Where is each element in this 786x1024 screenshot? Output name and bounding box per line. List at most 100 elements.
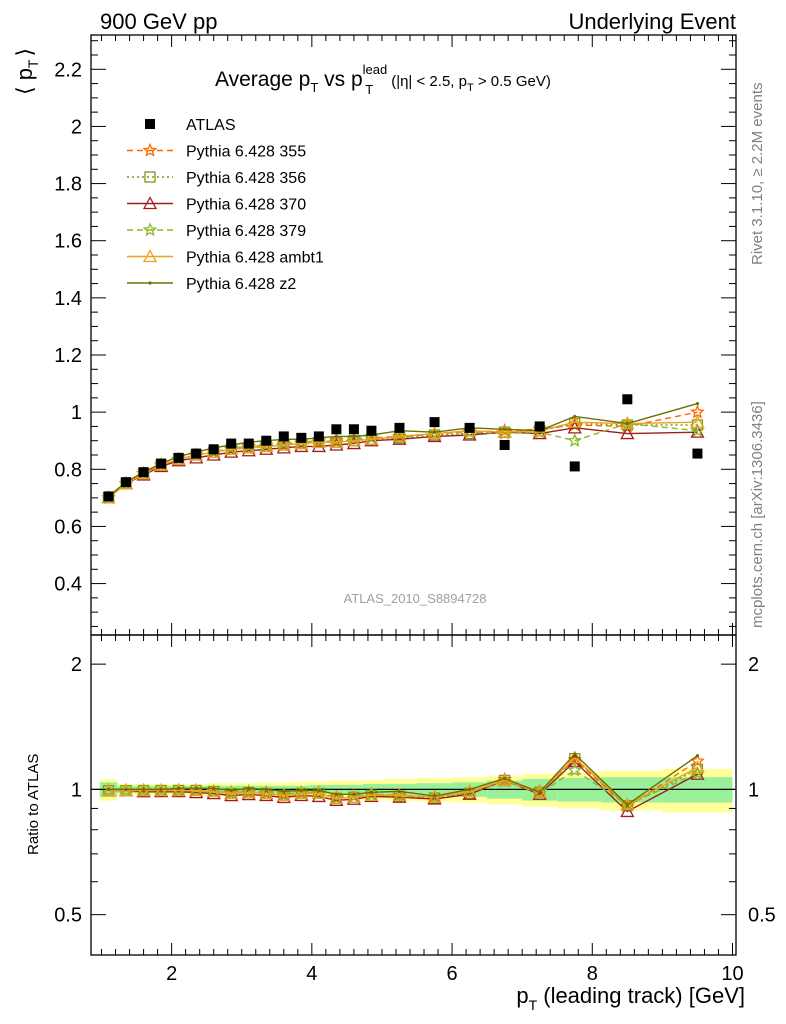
y-tick-label: 1.8 bbox=[54, 174, 82, 196]
ratio-point-pythia-6-428-z2 bbox=[334, 792, 338, 796]
legend-marker-atlas bbox=[145, 119, 155, 129]
atlas-point bbox=[138, 467, 149, 478]
x-tick-label: 4 bbox=[306, 963, 317, 985]
mcplots-label: mcplots.cern.ch [arXiv:1306.3436] bbox=[749, 401, 766, 628]
atlas-points bbox=[103, 394, 703, 502]
ratio-point-pythia-6-428-355 bbox=[392, 787, 407, 802]
legend-marker-pythia-6-428-356 bbox=[144, 171, 156, 183]
series-point-pythia-6-428-z2 bbox=[625, 421, 629, 426]
series-point-pythia-6-428-z2 bbox=[695, 401, 700, 406]
x-tick-label: 2 bbox=[166, 963, 177, 985]
atlas-point bbox=[622, 394, 633, 405]
ratio-point-pythia-6-428-355 bbox=[497, 771, 512, 786]
series-point-pythia-6-428-379 bbox=[690, 423, 705, 437]
legend-marker-pythia-6-428-355 bbox=[142, 142, 158, 157]
ratio-point-pythia-6-428-z2 bbox=[159, 787, 163, 792]
legend-marker-pythia-6-428-ambt1 bbox=[142, 249, 158, 263]
ratio-y-axis-label: Ratio to ATLAS bbox=[25, 754, 42, 855]
ratio-point-pythia-6-428-z2 bbox=[467, 787, 472, 792]
ratio-point-pythia-6-428-z2 bbox=[229, 788, 233, 793]
series-point-pythia-6-428-z2 bbox=[352, 434, 356, 439]
ratio-point-pythia-6-428-ambt1 bbox=[620, 797, 635, 811]
atlas-point bbox=[464, 422, 475, 433]
x-tick-label: 8 bbox=[587, 963, 598, 985]
ratio-point-pythia-6-428-z2 bbox=[432, 794, 437, 798]
series-point-pythia-6-428-379 bbox=[346, 431, 362, 446]
y-tick-label: 1.4 bbox=[54, 288, 82, 310]
title-lead-sub: T bbox=[365, 82, 373, 97]
y-axis-label-right: ⟩ bbox=[12, 48, 37, 57]
ratio-y-tick-label-right: 2 bbox=[748, 654, 759, 676]
title-cuts-b: > 0.5 GeV) bbox=[474, 73, 551, 90]
series-point-pythia-6-428-ambt1 bbox=[690, 414, 705, 428]
ratio-point-pythia-6-428-z2 bbox=[177, 786, 181, 790]
series-point-pythia-6-428-ambt1 bbox=[311, 434, 326, 448]
ratio-point-pythia-6-428-z2 bbox=[352, 792, 356, 796]
series-point-pythia-6-428-ambt1 bbox=[294, 436, 309, 450]
ratio-point-pythia-6-428-z2 bbox=[397, 789, 402, 793]
series-point-pythia-6-428-ambt1 bbox=[346, 433, 362, 447]
ratio-y-tick-label-right: 1 bbox=[748, 779, 759, 801]
ratio-point-pythia-6-428-ambt1 bbox=[427, 789, 442, 803]
series-point-pythia-6-428-ambt1 bbox=[497, 424, 512, 438]
ratio-point-pythia-6-428-379 bbox=[276, 786, 292, 801]
title-cuts-a: (|η| < 2.5, p bbox=[391, 73, 467, 90]
ratio-point-pythia-6-428-z2 bbox=[282, 789, 286, 793]
series-point-pythia-6-428-z2 bbox=[503, 427, 507, 431]
y-tick-label: 1.2 bbox=[54, 345, 82, 367]
ratio-point-pythia-6-428-z2 bbox=[573, 752, 577, 756]
ratio-y-tick-label-right: 0.5 bbox=[748, 905, 776, 927]
ratio-plot-frame bbox=[90, 634, 737, 956]
rivet-label: Rivet 3.1.10, ≥ 2.2M events bbox=[749, 83, 766, 266]
legend-label-pythia-6-428-379: Pythia 6.428 379 bbox=[186, 223, 306, 240]
series-point-pythia-6-428-ambt1 bbox=[392, 429, 407, 443]
header-left: 900 GeV pp bbox=[100, 9, 217, 34]
y-tick-label: 1.6 bbox=[54, 231, 82, 253]
ratio-point-pythia-6-428-z2 bbox=[625, 803, 629, 807]
y-tick-label: 2 bbox=[71, 116, 82, 138]
x-axis-label: pT (leading track) [GeV] bbox=[516, 983, 745, 1013]
title-vs: vs p bbox=[318, 68, 362, 91]
atlas-point bbox=[191, 448, 202, 459]
y-tick-label: 0.6 bbox=[54, 516, 82, 538]
ratio-point-pythia-6-428-z2 bbox=[194, 786, 198, 790]
legend-label-atlas: ATLAS bbox=[186, 117, 236, 134]
series-point-pythia-6-428-370 bbox=[620, 426, 635, 440]
ratio-point-pythia-6-428-ambt1 bbox=[206, 784, 221, 798]
ratio-point-pythia-6-428-z2 bbox=[369, 790, 374, 794]
ratio-point-pythia-6-428-379 bbox=[118, 782, 134, 797]
atlas-point bbox=[499, 440, 510, 450]
series-point-pythia-6-428-z2 bbox=[573, 414, 577, 419]
atlas-point bbox=[156, 458, 167, 469]
atlas-point bbox=[569, 461, 580, 472]
ratio-point-pythia-6-428-z2 bbox=[299, 788, 303, 793]
legend-marker-pythia-6-428-379 bbox=[142, 222, 158, 237]
ratio-point-pythia-6-428-ambt1 bbox=[101, 783, 116, 797]
series-point-pythia-6-428-379 bbox=[567, 433, 583, 447]
ratio-point-pythia-6-428-370 bbox=[620, 804, 635, 818]
series-point-pythia-6-428-z2 bbox=[334, 434, 338, 439]
y-tick-label: 2.2 bbox=[54, 59, 82, 81]
series-point-pythia-6-428-ambt1 bbox=[427, 426, 442, 440]
ratio-point-pythia-6-428-ambt1 bbox=[259, 786, 274, 800]
atlas-point bbox=[208, 444, 219, 455]
ratio-point-pythia-6-428-ambt1 bbox=[392, 787, 407, 801]
title-sub1: T bbox=[310, 80, 318, 95]
ratio-y-tick-label-left: 1 bbox=[71, 779, 82, 801]
legend-marker-pythia-6-428-z2 bbox=[148, 281, 152, 285]
series-point-pythia-6-428-ambt1 bbox=[259, 439, 274, 453]
x-axis-label-sub: T bbox=[529, 997, 538, 1013]
ratio-point-pythia-6-428-ambt1 bbox=[224, 786, 239, 800]
ratio-point-pythia-6-428-z2 bbox=[264, 787, 268, 792]
y-tick-label: 1 bbox=[71, 402, 82, 424]
ratio-point-pythia-6-428-379 bbox=[329, 790, 344, 805]
ratio-point-pythia-6-428-z2 bbox=[695, 754, 700, 758]
y-axis-label-sub: T bbox=[25, 59, 41, 68]
ratio-point-pythia-6-428-z2 bbox=[317, 788, 321, 792]
legend-label-pythia-6-428-ambt1: Pythia 6.428 ambt1 bbox=[186, 250, 324, 267]
ratio-point-pythia-6-428-z2 bbox=[212, 786, 216, 790]
ratio-point-pythia-6-428-ambt1 bbox=[329, 790, 344, 804]
ratio-point-pythia-6-428-z2 bbox=[503, 776, 507, 781]
ratio-y-tick-label-left: 2 bbox=[71, 654, 82, 676]
